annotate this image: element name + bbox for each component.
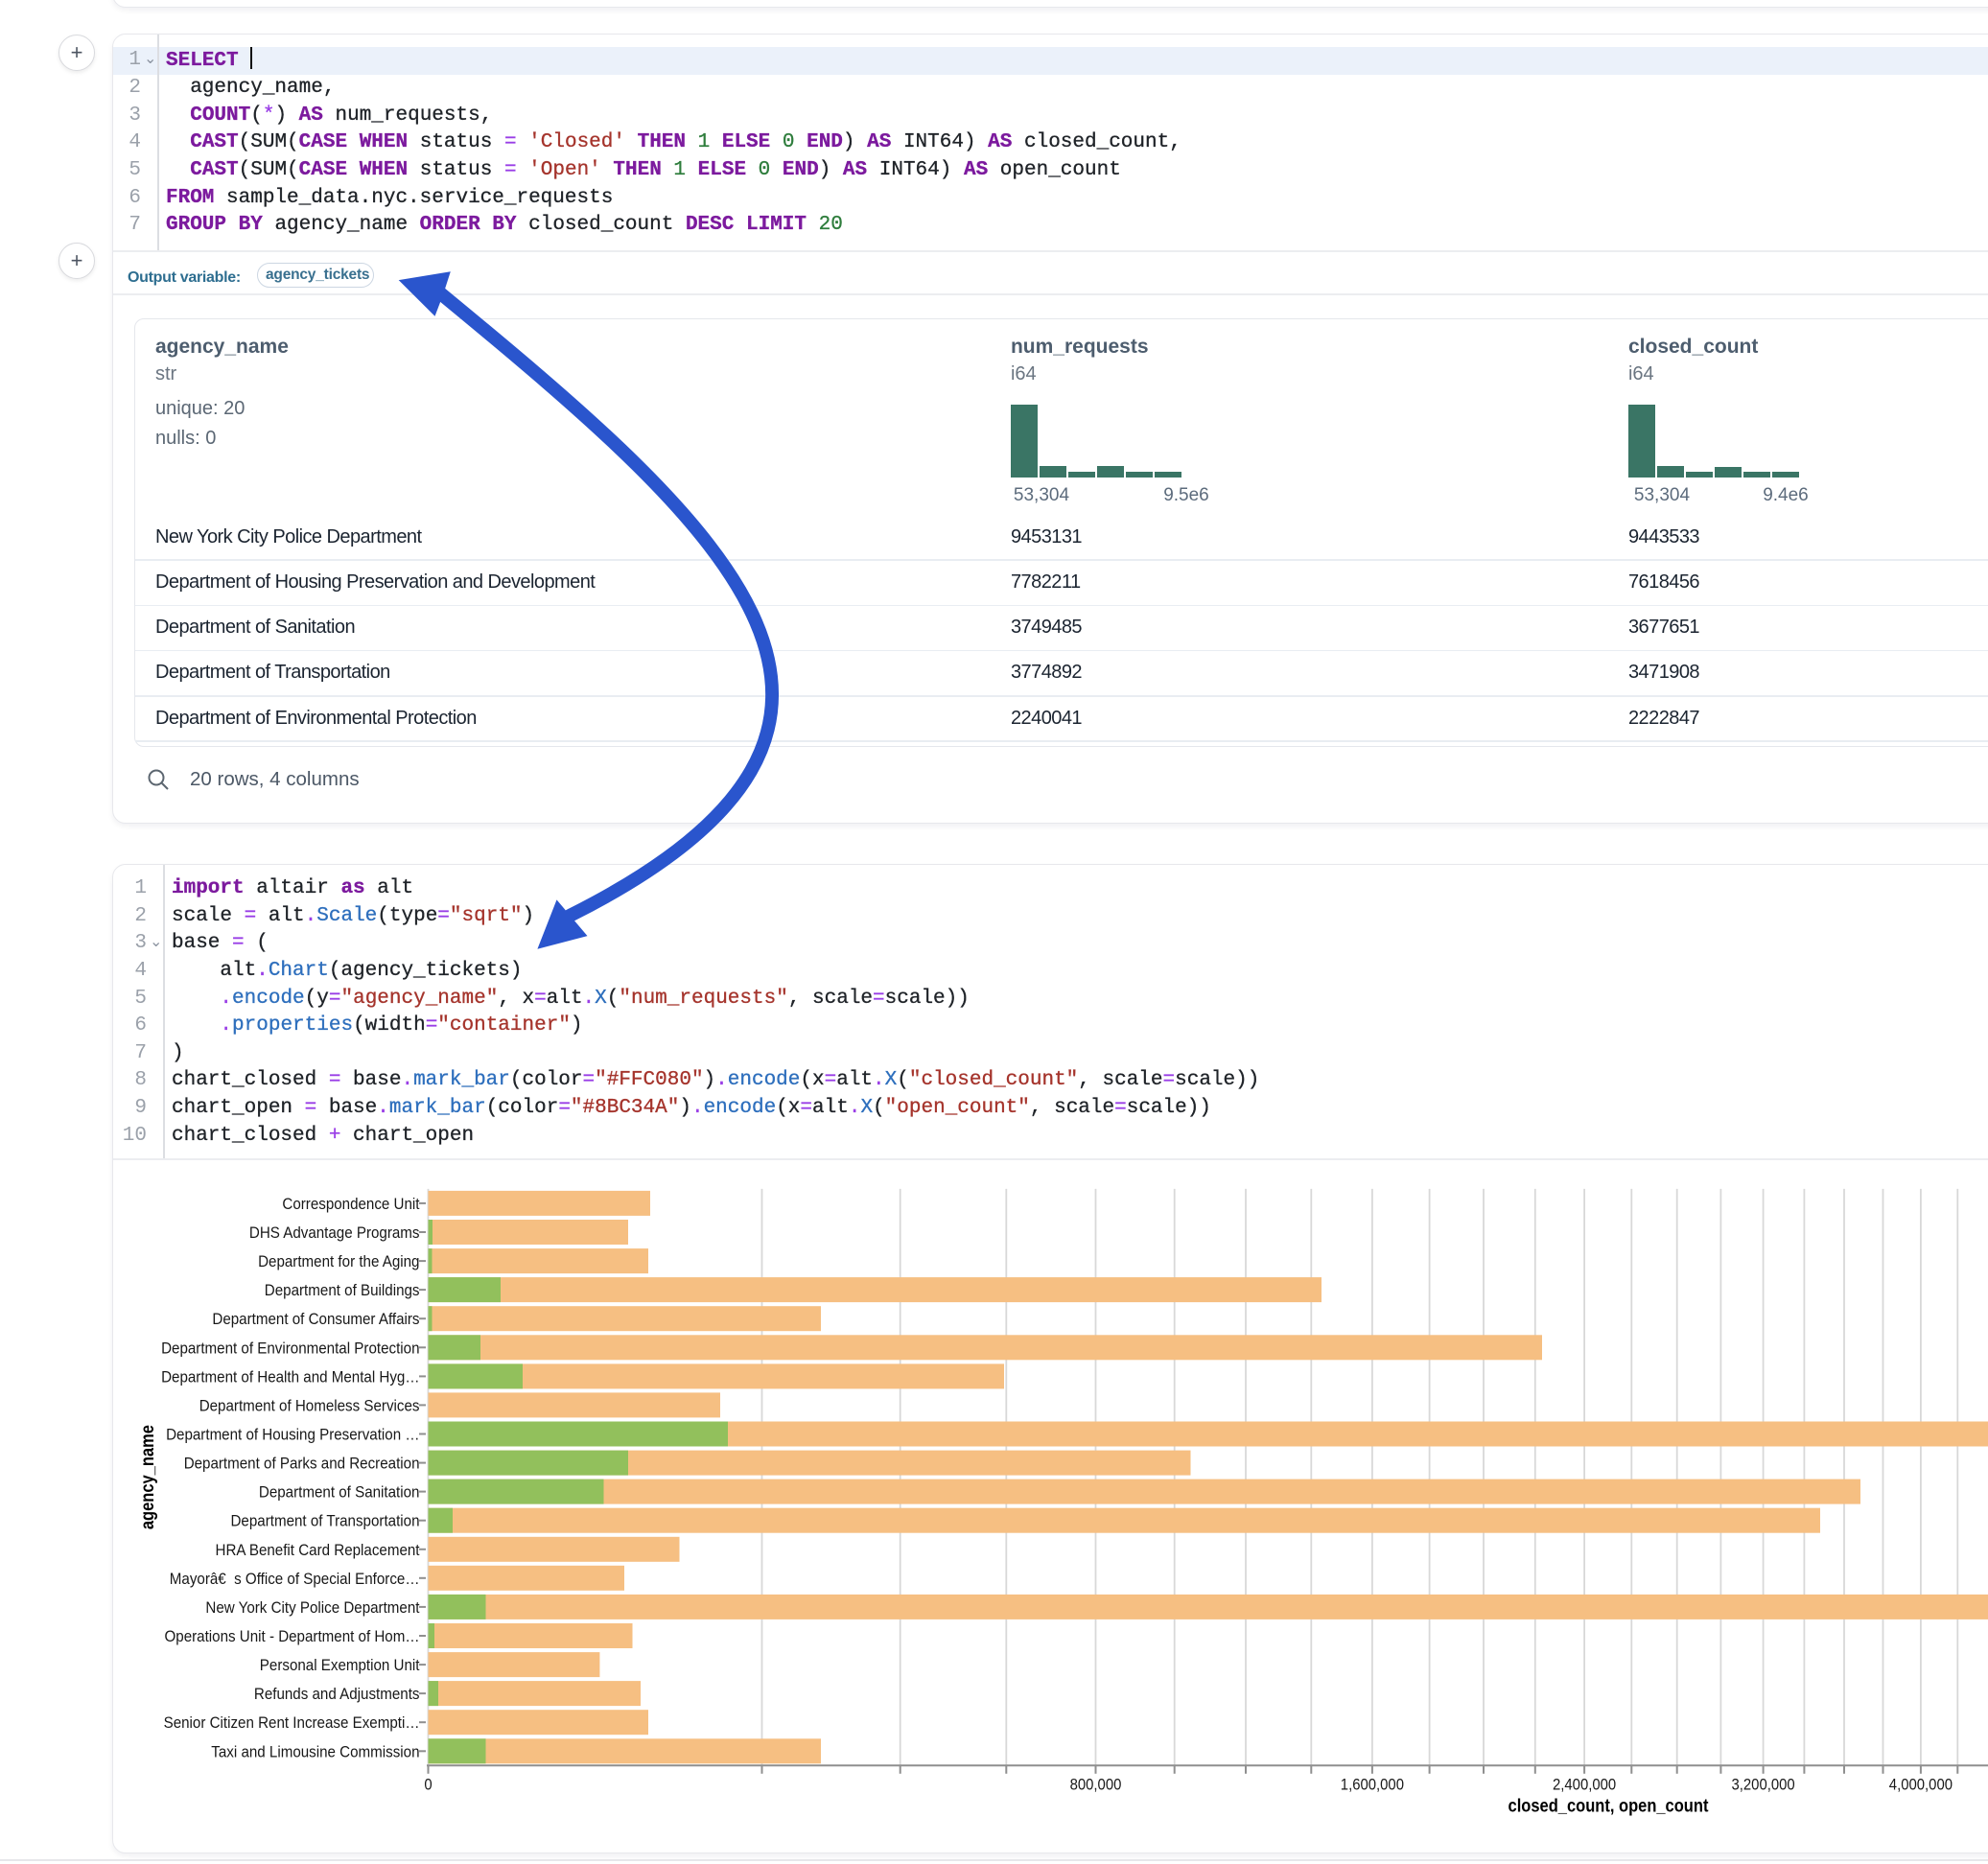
svg-text:Department of Environmental Pr: Department of Environmental Protection xyxy=(161,1339,419,1357)
svg-text:Taxi and Limousine Commission: Taxi and Limousine Commission xyxy=(211,1742,419,1760)
svg-text:agency_name: agency_name xyxy=(138,1425,158,1529)
svg-text:4,000,000: 4,000,000 xyxy=(1889,1775,1953,1793)
svg-text:Mayorâ€ s Office of Special E: Mayorâ€ s Office of Special Enforce… xyxy=(170,1570,420,1588)
svg-text:Department of Health and Menta: Department of Health and Mental Hyg… xyxy=(161,1367,419,1386)
svg-text:Department of Buildings: Department of Buildings xyxy=(265,1281,420,1299)
svg-text:Senior Citizen Rent Increase E: Senior Citizen Rent Increase Exempti… xyxy=(164,1713,420,1732)
svg-text:Department of Transportation: Department of Transportation xyxy=(231,1512,420,1530)
svg-text:3,200,000: 3,200,000 xyxy=(1732,1775,1795,1793)
svg-text:Department of Homeless Service: Department of Homeless Services xyxy=(199,1396,420,1414)
svg-text:Department of Sanitation: Department of Sanitation xyxy=(259,1483,420,1502)
svg-text:Correspondence Unit: Correspondence Unit xyxy=(282,1195,419,1213)
svg-text:Department of Parks and Recrea: Department of Parks and Recreation xyxy=(184,1455,420,1473)
svg-text:Personal Exemption Unit: Personal Exemption Unit xyxy=(260,1656,420,1674)
svg-text:Operations Unit - Department o: Operations Unit - Department of Hom… xyxy=(165,1627,420,1645)
svg-text:Department of Consumer Affairs: Department of Consumer Affairs xyxy=(212,1310,419,1328)
svg-text:Refunds and Adjustments: Refunds and Adjustments xyxy=(254,1685,420,1703)
svg-text:Department for the Aging: Department for the Aging xyxy=(258,1252,419,1270)
svg-text:2,400,000: 2,400,000 xyxy=(1553,1775,1616,1793)
svg-text:Department of Housing Preserva: Department of Housing Preservation … xyxy=(166,1426,419,1444)
svg-text:1,600,000: 1,600,000 xyxy=(1341,1775,1404,1793)
svg-text:HRA Benefit Card Replacement: HRA Benefit Card Replacement xyxy=(216,1541,420,1559)
svg-text:New York City Police Departmen: New York City Police Department xyxy=(205,1598,419,1617)
svg-text:closed_count, open_count: closed_count, open_count xyxy=(1509,1797,1709,1817)
svg-text:DHS Advantage Programs: DHS Advantage Programs xyxy=(249,1223,420,1242)
svg-text:800,000: 800,000 xyxy=(1070,1775,1122,1793)
svg-text:0: 0 xyxy=(424,1775,432,1793)
